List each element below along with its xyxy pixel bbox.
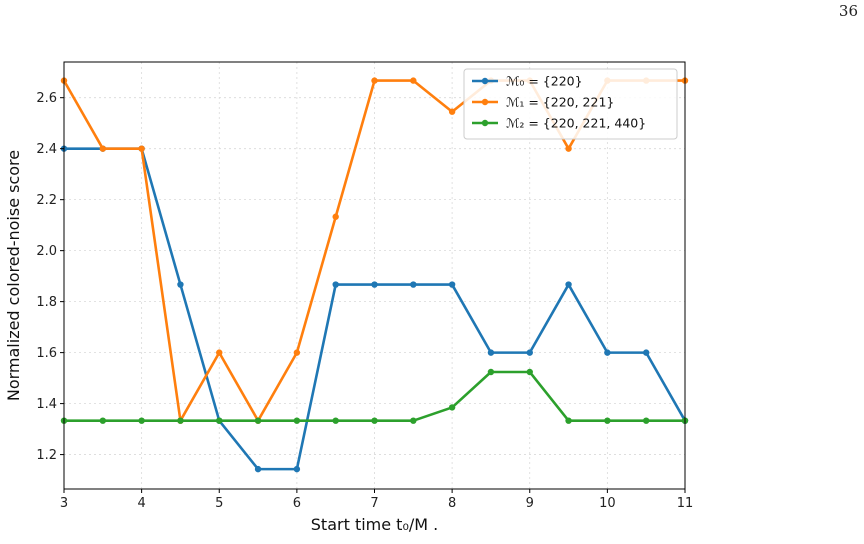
data-point: [410, 77, 417, 84]
x-tick-label: 5: [215, 496, 223, 511]
data-point: [332, 417, 339, 424]
data-point: [371, 77, 378, 84]
data-point: [254, 417, 262, 424]
y-tick-label: 1.6: [36, 346, 57, 361]
x-tick-label: 7: [370, 496, 378, 511]
data-point: [177, 417, 184, 424]
legend-label: ℳ₁ = {220, 221}: [506, 95, 614, 110]
page-number: 36: [838, 2, 858, 20]
legend-marker: [481, 98, 489, 106]
data-point: [293, 465, 301, 473]
data-point: [526, 368, 533, 376]
data-point: [604, 349, 611, 356]
data-point: [448, 108, 456, 115]
data-point: [99, 417, 107, 424]
x-tick-label: 8: [448, 496, 456, 511]
x-axis-label: Start time t₀/M .: [311, 515, 438, 534]
data-point: [448, 281, 456, 288]
y-tick-label: 1.2: [36, 448, 57, 463]
legend-marker: [481, 77, 489, 85]
data-point: [410, 417, 417, 424]
data-point: [177, 281, 184, 288]
data-point: [487, 368, 495, 376]
data-point: [604, 417, 611, 424]
data-point: [254, 465, 262, 473]
series-layer: [60, 77, 689, 473]
data-point: [642, 417, 650, 424]
x-tick-label: 4: [137, 496, 145, 511]
data-point: [332, 281, 339, 288]
data-point: [293, 349, 301, 356]
x-tick-label: 11: [677, 496, 694, 511]
data-point: [565, 145, 572, 152]
x-tick-label: 10: [599, 496, 616, 511]
axis-ticks: 3 4 5 6 7 8 9 10 11 1.2 1.4 1.6 1.8 2.0 2.2 2.4 2.6: [36, 91, 693, 511]
data-point: [487, 349, 495, 356]
y-tick-label: 2.2: [36, 193, 57, 208]
x-tick-label: 3: [60, 496, 68, 511]
data-point: [293, 417, 301, 424]
y-tick-label: 1.8: [36, 295, 57, 310]
data-point: [332, 213, 339, 220]
data-point: [216, 417, 223, 424]
data-point: [565, 417, 572, 424]
y-axis-label: Normalized colored-noise score: [4, 150, 23, 401]
legend: ℳ₀ = {220} ℳ₁ = {220, 221} ℳ₂ = {220, 221,…: [463, 68, 678, 140]
data-point: [99, 145, 107, 152]
data-point: [410, 281, 417, 288]
legend-label: ℳ₂ = {220, 221, 440}: [506, 116, 646, 131]
data-point: [138, 417, 145, 424]
y-tick-label: 2.0: [36, 244, 57, 259]
legend-box: [463, 68, 678, 140]
data-point: [526, 349, 533, 356]
data-point: [642, 349, 650, 356]
data-point: [371, 281, 378, 288]
y-tick-label: 2.4: [36, 142, 57, 157]
data-point: [138, 145, 145, 152]
legend-marker: [481, 119, 489, 127]
data-point: [565, 281, 572, 288]
legend-label: ℳ₀ = {220}: [506, 74, 583, 89]
data-point: [216, 349, 223, 356]
y-tick-label: 2.6: [36, 91, 57, 106]
y-tick-label: 1.4: [36, 397, 57, 412]
x-tick-label: 6: [293, 496, 301, 511]
data-point: [448, 404, 456, 411]
x-tick-label: 9: [526, 496, 534, 511]
data-point: [371, 417, 378, 424]
